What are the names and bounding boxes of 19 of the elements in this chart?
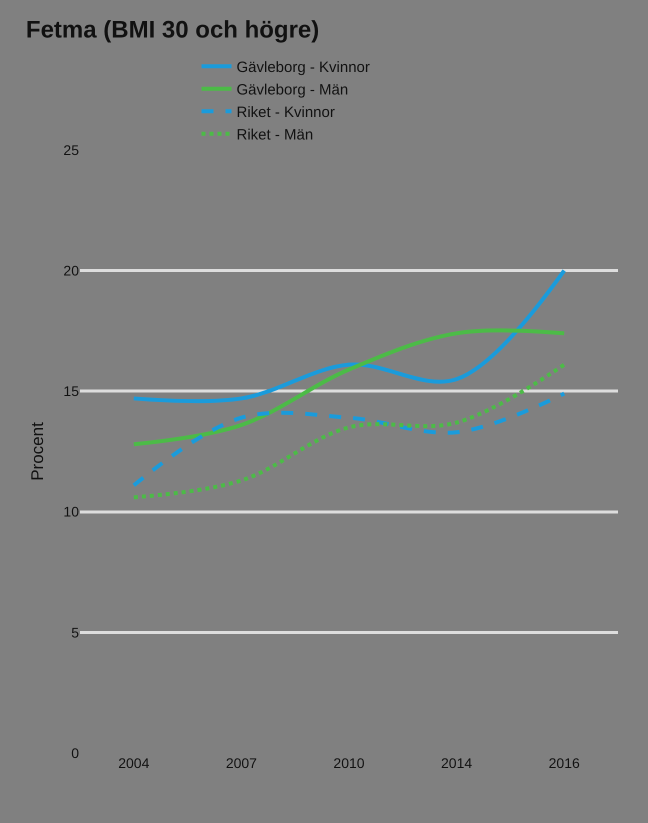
x-tick-label: 2014 [441, 755, 472, 771]
x-tick-label: 2016 [548, 755, 580, 771]
legend-label: Gävleborg - Kvinnor [236, 59, 370, 76]
legend-label: Riket - Kvinnor [236, 104, 335, 122]
x-tick-label: 2010 [333, 755, 365, 771]
y-tick-label: 15 [63, 383, 80, 400]
x-tick-label: 2004 [118, 755, 150, 771]
line-series [132, 392, 566, 488]
y-tick-label: 20 [63, 262, 80, 278]
x-tick-label: 2007 [226, 755, 258, 771]
y-tick-label: 0 [71, 744, 80, 761]
legend-label: Gävleborg - Män [236, 82, 348, 99]
y-axis-title: Procent [28, 422, 47, 481]
y-tick-label: 5 [71, 624, 80, 640]
line-series [132, 362, 566, 500]
legend-label: Riket - Män [236, 126, 314, 144]
y-tick-label: 10 [63, 504, 80, 520]
y-tick-label: 25 [63, 142, 80, 158]
chart-title: Fetma (BMI 30 och högre) [26, 16, 320, 44]
